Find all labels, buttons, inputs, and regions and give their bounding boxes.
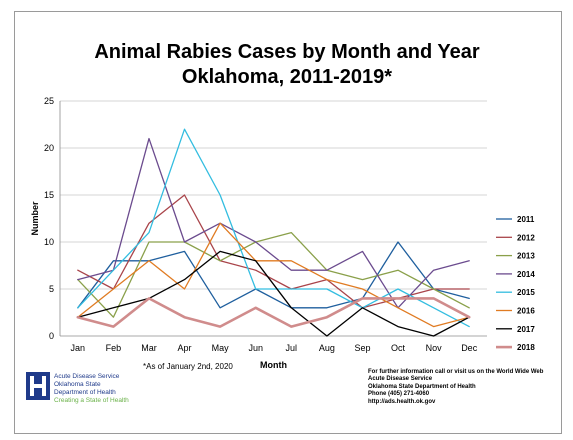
series-line-2016 <box>77 222 470 328</box>
legend-label: 2014 <box>517 270 535 279</box>
x-tick-label: Jan <box>71 343 86 353</box>
osdh-logo-icon <box>26 372 50 400</box>
x-tick-label: Jun <box>248 343 263 353</box>
y-tick-label: 10 <box>44 237 54 247</box>
legend-label: 2015 <box>517 288 535 297</box>
series-line-2014 <box>77 137 470 309</box>
x-tick-label: Jul <box>286 343 298 353</box>
series-line-2012 <box>77 194 470 309</box>
legend-label: 2011 <box>517 215 535 224</box>
contact-line-2: Acute Disease Service <box>368 376 433 383</box>
x-tick-label: Dec <box>461 343 478 353</box>
chart-subtitle: Oklahoma, 2011-2019* <box>181 66 393 88</box>
contact-line-4: Phone (405) 271-4060 <box>368 391 430 398</box>
contact-line-5: http://ads.health.ok.gov <box>368 398 436 405</box>
chart-title: Animal Rabies Cases by Month and Year <box>94 41 480 63</box>
x-tick-label: Feb <box>106 343 122 353</box>
x-tick-label: Oct <box>391 343 406 353</box>
y-tick-label: 25 <box>44 96 54 106</box>
x-axis-title: Month <box>260 360 287 370</box>
series-line-2015 <box>77 128 470 328</box>
logo-line-3: Department of Health <box>54 389 116 396</box>
legend-label: 2016 <box>517 307 535 316</box>
legend-label: 2013 <box>517 252 535 261</box>
x-tick-label: Aug <box>319 343 335 353</box>
contact-line-3: Oklahoma State Department of Health <box>368 383 476 390</box>
legend-label: 2018 <box>517 343 535 352</box>
x-tick-label: Mar <box>141 343 157 353</box>
y-tick-label: 5 <box>49 284 54 294</box>
contact-info: For further information call or visit us… <box>368 369 543 406</box>
y-tick-label: 15 <box>44 190 54 200</box>
x-tick-label: Nov <box>426 343 443 353</box>
logo-line-2: Oklahoma State <box>54 381 101 388</box>
contact-line-1: For further information call or visit us… <box>368 369 544 375</box>
logo-line-1: Acute Disease Service <box>54 373 120 380</box>
y-tick-label: 0 <box>49 331 54 341</box>
legend-label: 2012 <box>517 233 535 242</box>
y-axis-title: Number <box>30 201 40 236</box>
x-tick-label: Sep <box>354 343 370 353</box>
x-tick-label: May <box>212 343 230 353</box>
logo-text: Acute Disease Service Oklahoma State Dep… <box>54 373 129 405</box>
legend-label: 2017 <box>517 325 535 334</box>
series-line-2017 <box>77 250 470 337</box>
chart-frame <box>14 11 562 434</box>
series-line-2013 <box>77 231 470 318</box>
series-line-2011 <box>77 241 470 309</box>
footnote: *As of January 2nd, 2020 <box>143 362 233 371</box>
y-tick-label: 20 <box>44 143 54 153</box>
x-tick-label: Apr <box>178 343 192 353</box>
series-line-2018 <box>76 297 471 328</box>
logo-line-4: Creating a State of Health <box>54 397 129 404</box>
